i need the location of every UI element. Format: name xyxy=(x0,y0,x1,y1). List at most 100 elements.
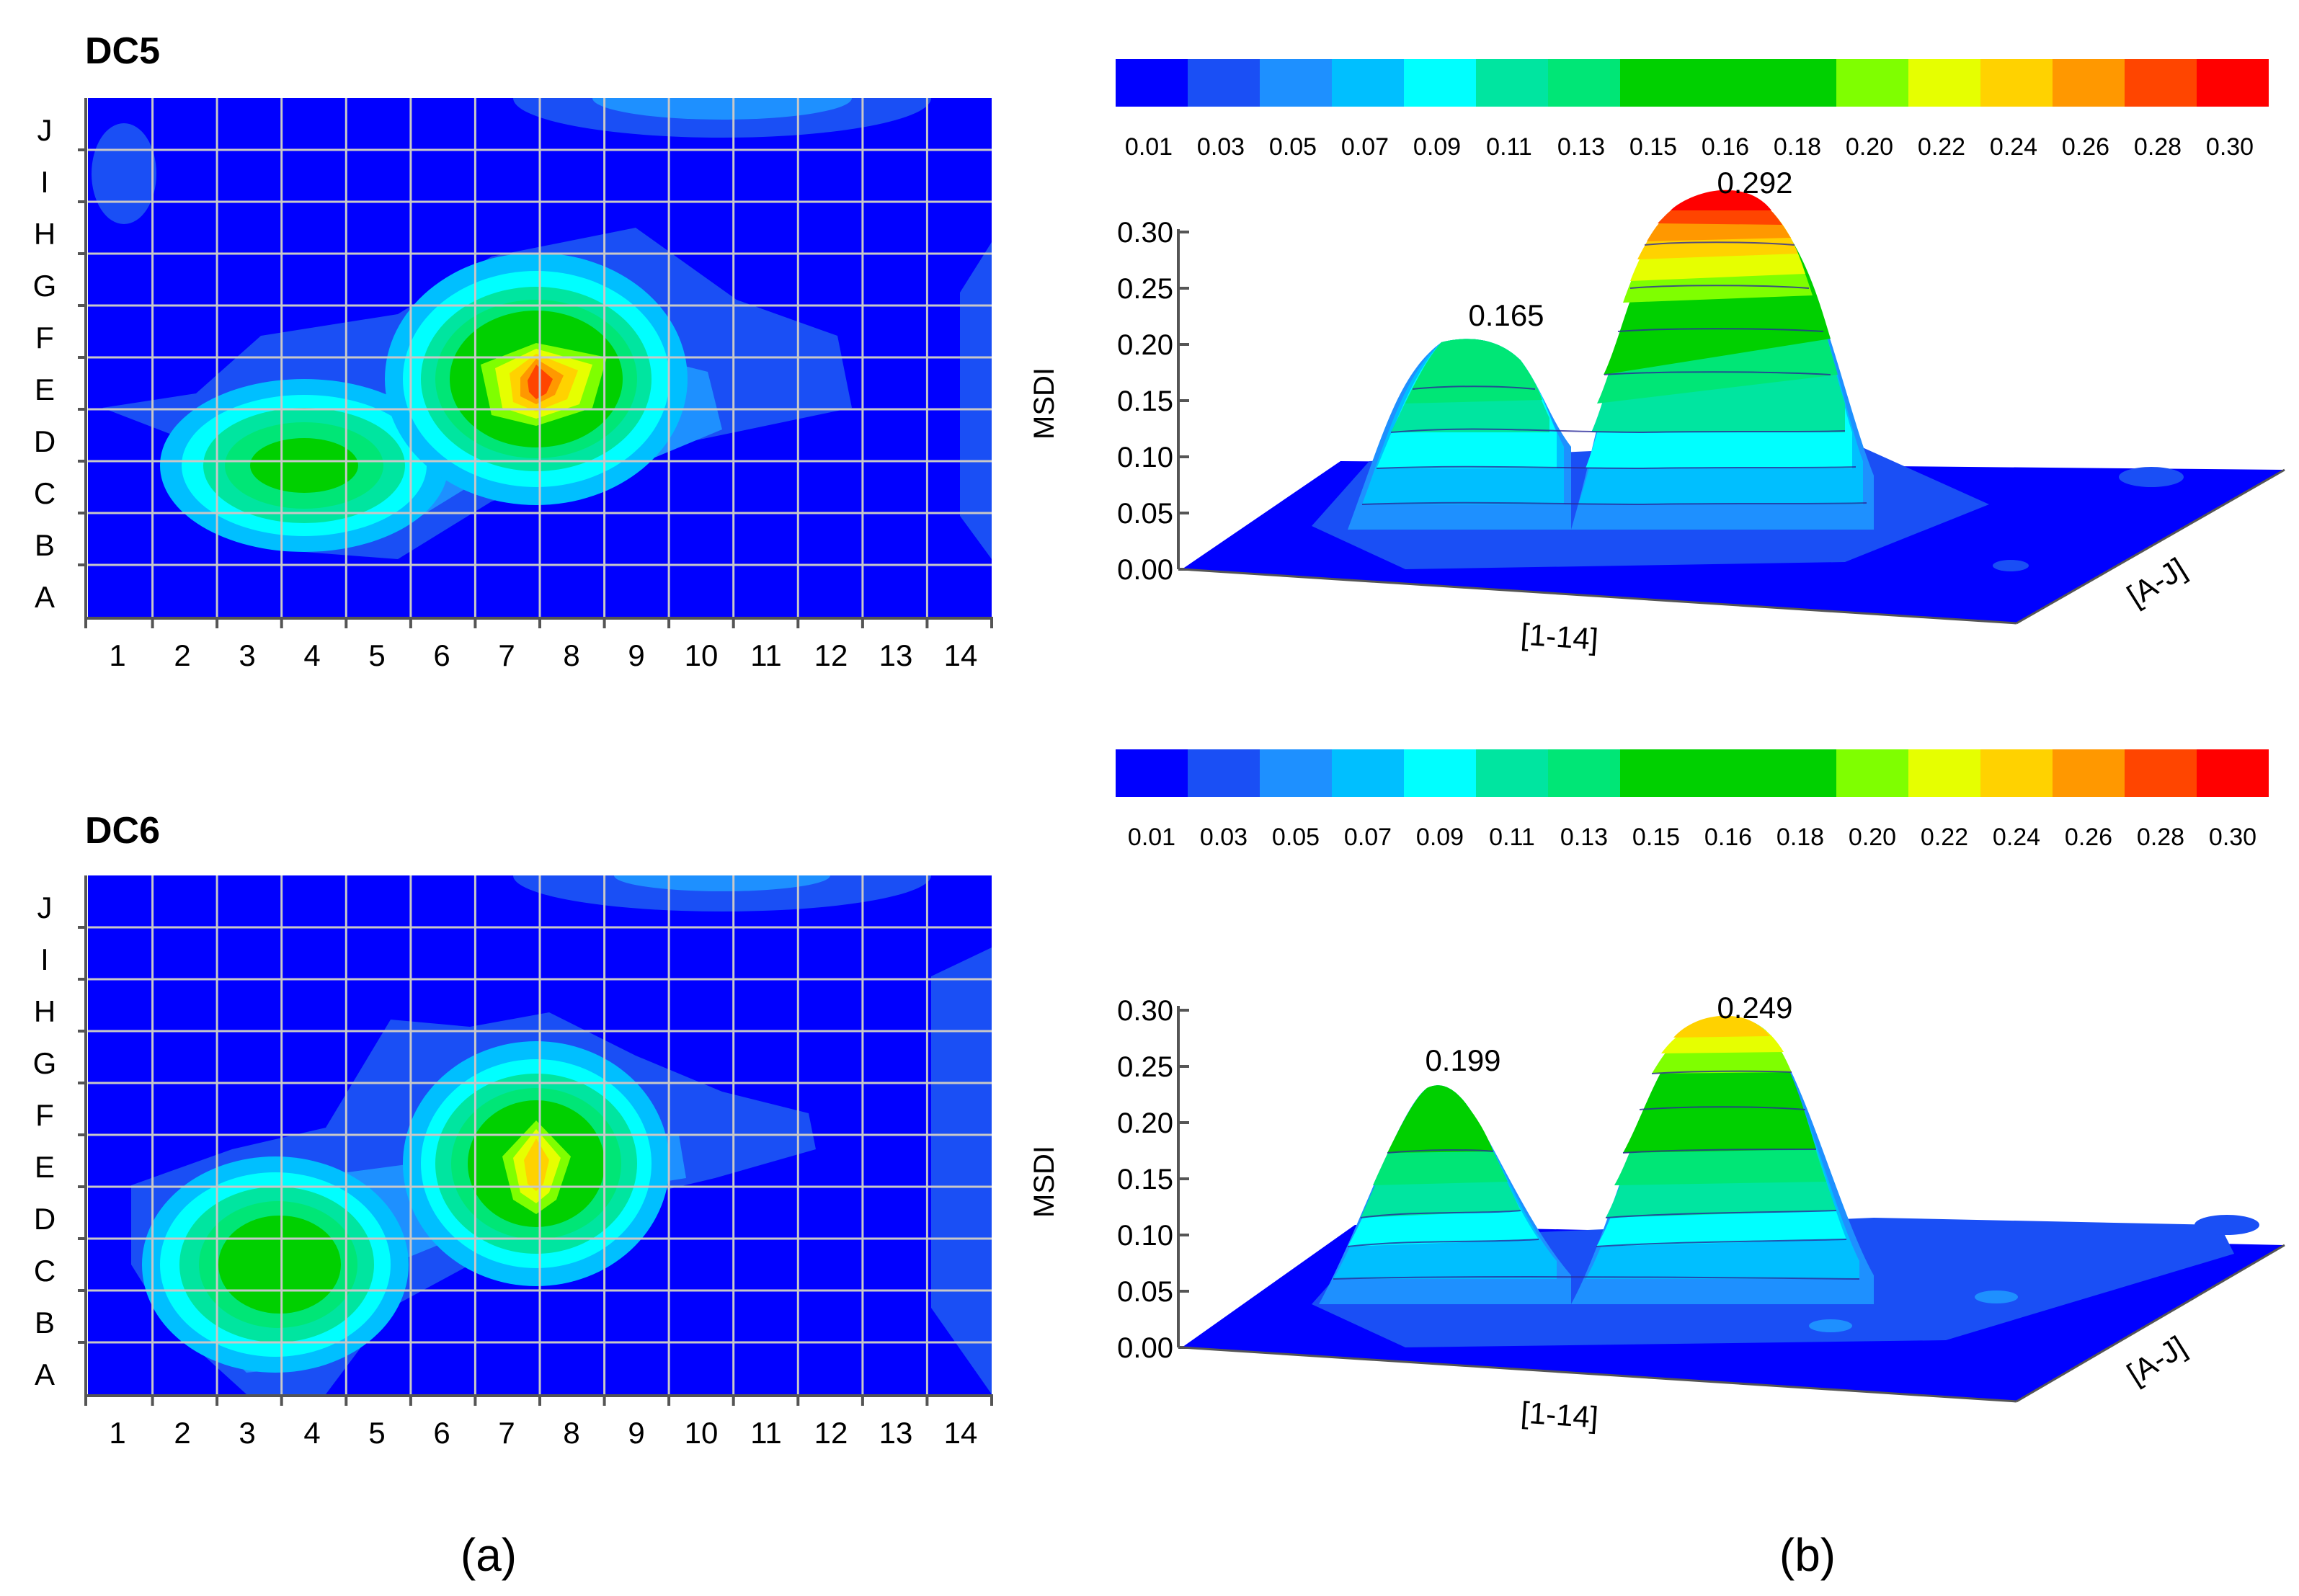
heatmap-dc6-x-label: 7 xyxy=(498,1416,515,1450)
heatmap-dc5-y-label: I xyxy=(40,165,49,199)
colorbar-top-label: 0.20 xyxy=(1846,133,1893,161)
heatmap-dc5-x-label: 8 xyxy=(563,638,579,672)
colorbar-bottom-swatch xyxy=(1116,749,1188,797)
heatmap-dc6-x-label: 11 xyxy=(750,1416,782,1450)
heatmap-dc6-grid xyxy=(88,875,992,1394)
surface-dc5-base-bump xyxy=(2119,467,2184,487)
surface-dc5-peak-low xyxy=(1348,339,1571,530)
colorbar-bottom-swatch xyxy=(1980,749,2053,797)
heatmap-dc5-x-label: 1 xyxy=(109,638,125,672)
surface-dc6-peak-low-label: 0.199 xyxy=(1425,1043,1500,1077)
surface-dc5-contour xyxy=(1412,385,1536,390)
surface-dc6-x-axis xyxy=(1181,1346,2017,1403)
colorbar-bottom-label: 0.28 xyxy=(2137,824,2184,851)
surface-dc6-peak-low xyxy=(1319,1085,1571,1304)
heatmap-dc6-x-ticks xyxy=(84,1396,993,1406)
colorbar-bottom-swatch xyxy=(1332,749,1404,797)
colorbar-top-label: 0.28 xyxy=(2134,133,2182,161)
surface-dc5-y-label: 0.30 xyxy=(1117,217,1173,249)
surface-dc5-y-label: 0.00 xyxy=(1117,554,1173,586)
heatmap-dc6-x-label: 10 xyxy=(685,1416,719,1450)
heatmap-dc6-right-edge xyxy=(931,948,992,1394)
heatmap-dc5-x-label: 3 xyxy=(239,638,255,672)
heatmap-dc5-grid xyxy=(88,98,992,617)
heatmap-dc6-peak-high xyxy=(403,1041,670,1286)
surface-dc6-contour xyxy=(1360,1210,1521,1218)
heatmap-dc6-y-label: H xyxy=(34,994,55,1028)
surface-dc6-peak-high xyxy=(1571,1015,1874,1304)
heatmap-dc5-peak-high xyxy=(385,253,688,505)
heatmap-dc6-peak-low-l5 xyxy=(218,1216,341,1314)
heatmap-dc5-x-ticks xyxy=(84,618,993,628)
heatmap-dc6-peak-high-l8 xyxy=(524,1138,549,1191)
heatmap-dc5-title: DC5 xyxy=(85,30,160,72)
colorbar-top-swatch xyxy=(1476,59,1548,107)
colorbar-top-swatch xyxy=(1116,59,1188,107)
colorbar-bottom-swatch xyxy=(1476,749,1548,797)
surface-dc6-peak-high-label: 0.249 xyxy=(1717,991,1792,1025)
surface-dc5-y-ticks xyxy=(1178,231,1189,571)
heatmap-dc6-x-label: 12 xyxy=(814,1416,848,1450)
colorbar-bottom-swatch xyxy=(1188,749,1260,797)
colorbar-bottom-label: 0.18 xyxy=(1776,824,1824,851)
heatmap-dc6-y-label: E xyxy=(35,1150,55,1184)
heatmap-dc5-x-label: 9 xyxy=(628,638,644,672)
heatmap-dc5-x-label: 4 xyxy=(303,638,320,672)
surface-dc5-contour xyxy=(1376,465,1856,470)
surface-dc6-contour xyxy=(1596,1239,1847,1247)
heatmap-dc6-x-label: 6 xyxy=(433,1416,450,1450)
colorbar-top: 0.01 0.03 0.05 0.07 0.09 0.11 0.13 0.15 … xyxy=(1116,59,2269,161)
surface-dc5-peak-low-label: 0.165 xyxy=(1468,298,1544,332)
colorbar-bottom-swatch xyxy=(1836,749,1908,797)
colorbar-top-label: 0.16 xyxy=(1702,133,1749,161)
heatmap-dc6-top-arc xyxy=(513,875,931,911)
heatmap-dc6-y-label: I xyxy=(40,942,49,976)
surface-dc5-z-axis xyxy=(2016,468,2285,625)
heatmap-dc6-y-ticks xyxy=(78,926,86,1344)
surface-dc5-x-axis xyxy=(1181,568,2017,625)
colorbar-bottom-label: 0.03 xyxy=(1200,824,1248,851)
colorbar-bottom-label: 0.05 xyxy=(1272,824,1320,851)
colorbar-bottom-label: 0.11 xyxy=(1489,824,1535,851)
surface-dc6-contour xyxy=(1651,1070,1792,1074)
heatmap-dc6-y-labels: A B C D E F G H I J xyxy=(33,891,57,1391)
colorbar-top-label: 0.03 xyxy=(1197,133,1245,161)
colorbar-bottom-label: 0.09 xyxy=(1416,824,1464,851)
colorbar-top-swatch xyxy=(1188,59,1260,107)
colorbar-bottom-labels: 0.01 0.03 0.05 0.07 0.09 0.11 0.13 0.15 … xyxy=(1128,824,2256,851)
colorbar-top-label: 0.13 xyxy=(1557,133,1605,161)
colorbar-bottom: 0.01 0.03 0.05 0.07 0.09 0.11 0.13 0.15 … xyxy=(1116,749,2269,851)
colorbar-bottom-label: 0.07 xyxy=(1344,824,1392,851)
heatmap-dc6-x-label: 9 xyxy=(628,1416,644,1450)
colorbar-bottom-label: 0.20 xyxy=(1849,824,1896,851)
colorbar-bottom-swatch xyxy=(1404,749,1476,797)
colorbar-bottom-swatch xyxy=(1548,749,1620,797)
colorbar-top-swatch xyxy=(2197,59,2269,107)
heatmap-dc6: DC 6 xyxy=(33,810,993,1450)
surface-dc5-contours xyxy=(1361,241,1867,506)
colorbar-top-label: 0.26 xyxy=(2062,133,2109,161)
colorbar-top-swatch xyxy=(1980,59,2053,107)
colorbar-bottom-label: 0.30 xyxy=(2209,824,2256,851)
colorbar-top-swatch xyxy=(1332,59,1404,107)
surface-dc6-contour xyxy=(1387,1149,1494,1154)
heatmap-dc6-peak-low xyxy=(142,1156,409,1373)
surface-dc6-y-label: 0.00 xyxy=(1117,1332,1173,1364)
surface-dc6-base-bump xyxy=(2194,1215,2259,1235)
surface-dc6-y-ticks xyxy=(1178,1009,1189,1349)
surface-dc6-contour xyxy=(1605,1210,1837,1218)
colorbar-bottom-label: 0.15 xyxy=(1632,824,1680,851)
surface-dc6-contours xyxy=(1333,1070,1860,1280)
heatmap-dc6-x-label: 1 xyxy=(109,1416,125,1450)
colorbar-bottom-label: 0.22 xyxy=(1921,824,1968,851)
surface-dc6-y-label: 0.20 xyxy=(1117,1107,1173,1139)
colorbar-top-labels: 0.01 0.03 0.05 0.07 0.09 0.11 0.13 0.15 … xyxy=(1125,133,2254,161)
surface-dc5-y-label: 0.20 xyxy=(1117,329,1173,361)
colorbar-top-label: 0.07 xyxy=(1341,133,1389,161)
surface-dc6-base-bump xyxy=(1975,1290,2018,1303)
heatmap-dc6-y-label: C xyxy=(34,1254,55,1288)
heatmap-dc6-y-label: B xyxy=(35,1306,55,1339)
colorbar-top-swatch xyxy=(1908,59,1980,107)
surface-dc5-peak-high-band xyxy=(1671,190,1771,210)
colorbar-bottom-label: 0.24 xyxy=(1993,824,2040,851)
